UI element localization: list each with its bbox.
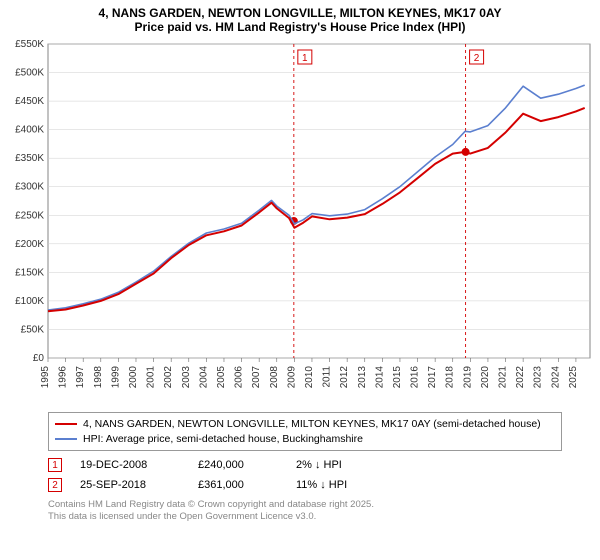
svg-text:2018: 2018 bbox=[445, 366, 456, 389]
transaction-date: 19-DEC-2008 bbox=[80, 459, 180, 471]
svg-text:2016: 2016 bbox=[410, 366, 421, 389]
transaction-table: 1 19-DEC-2008 £240,000 2% ↓ HPI 2 25-SEP-2018… bbox=[48, 455, 562, 495]
svg-text:2014: 2014 bbox=[374, 366, 385, 389]
transaction-marker: 2 bbox=[48, 478, 62, 492]
svg-text:1997: 1997 bbox=[75, 366, 86, 389]
svg-text:2011: 2011 bbox=[322, 366, 333, 388]
svg-text:£150K: £150K bbox=[15, 267, 44, 278]
svg-text:2015: 2015 bbox=[392, 366, 403, 389]
svg-text:£300K: £300K bbox=[15, 182, 44, 193]
chart-container: 4, NANS GARDEN, NEWTON LONGVILLE, MILTON… bbox=[0, 0, 600, 560]
svg-text:2023: 2023 bbox=[533, 366, 544, 389]
svg-text:£100K: £100K bbox=[15, 296, 44, 307]
svg-text:2005: 2005 bbox=[216, 366, 227, 389]
legend-row: HPI: Average price, semi-detached house,… bbox=[55, 432, 555, 447]
svg-text:2013: 2013 bbox=[357, 366, 368, 389]
transaction-price: £361,000 bbox=[198, 479, 278, 491]
transaction-marker: 1 bbox=[48, 458, 62, 472]
svg-text:£0: £0 bbox=[33, 353, 45, 364]
chart-area: £0 £50K £100K £150K £200K £250K £300K £350K £400… bbox=[0, 38, 600, 408]
legend-swatch bbox=[55, 438, 77, 440]
legend-swatch bbox=[55, 423, 77, 425]
svg-text:2004: 2004 bbox=[198, 366, 209, 389]
transaction-date: 25-SEP-2018 bbox=[80, 479, 180, 491]
svg-text:1995: 1995 bbox=[40, 366, 51, 389]
footer-line-2: This data is licensed under the Open Gov… bbox=[48, 511, 562, 523]
svg-text:£450K: £450K bbox=[15, 96, 44, 107]
svg-text:2025: 2025 bbox=[568, 366, 579, 389]
svg-text:£500K: £500K bbox=[15, 68, 44, 79]
svg-text:2006: 2006 bbox=[234, 366, 245, 389]
svg-text:1998: 1998 bbox=[93, 366, 104, 389]
svg-text:2001: 2001 bbox=[146, 366, 157, 389]
svg-text:1: 1 bbox=[302, 53, 308, 64]
svg-text:1996: 1996 bbox=[58, 366, 69, 389]
legend-label: 4, NANS GARDEN, NEWTON LONGVILLE, MILTON… bbox=[83, 417, 541, 432]
svg-text:2008: 2008 bbox=[269, 366, 280, 389]
svg-text:2003: 2003 bbox=[181, 366, 192, 389]
svg-text:2022: 2022 bbox=[515, 366, 526, 389]
svg-text:2002: 2002 bbox=[163, 366, 174, 389]
legend-label: HPI: Average price, semi-detached house,… bbox=[83, 432, 363, 447]
footer-line-1: Contains HM Land Registry data © Crown c… bbox=[48, 499, 562, 511]
line-chart: £0 £50K £100K £150K £200K £250K £300K £350K £400… bbox=[0, 38, 600, 408]
svg-text:2007: 2007 bbox=[251, 366, 262, 389]
svg-text:£350K: £350K bbox=[15, 153, 44, 164]
svg-text:2: 2 bbox=[474, 53, 480, 64]
transaction-diff: 11% ↓ HPI bbox=[296, 479, 562, 491]
svg-text:£550K: £550K bbox=[15, 39, 44, 50]
svg-text:2020: 2020 bbox=[480, 366, 491, 389]
transaction-row: 1 19-DEC-2008 £240,000 2% ↓ HPI bbox=[48, 455, 562, 475]
svg-text:1999: 1999 bbox=[110, 366, 121, 389]
legend: 4, NANS GARDEN, NEWTON LONGVILLE, MILTON… bbox=[48, 412, 562, 451]
svg-text:2024: 2024 bbox=[550, 366, 561, 389]
footer-attribution: Contains HM Land Registry data © Crown c… bbox=[48, 499, 562, 523]
svg-text:£50K: £50K bbox=[21, 324, 45, 335]
transaction-row: 2 25-SEP-2018 £361,000 11% ↓ HPI bbox=[48, 475, 562, 495]
svg-text:2021: 2021 bbox=[498, 366, 509, 389]
legend-row: 4, NANS GARDEN, NEWTON LONGVILLE, MILTON… bbox=[55, 417, 555, 432]
transaction-diff: 2% ↓ HPI bbox=[296, 459, 562, 471]
svg-text:£200K: £200K bbox=[15, 239, 44, 250]
svg-text:2010: 2010 bbox=[304, 366, 315, 389]
svg-text:2012: 2012 bbox=[339, 366, 350, 389]
svg-text:2019: 2019 bbox=[462, 366, 473, 389]
title-line-2: Price paid vs. HM Land Registry's House … bbox=[4, 20, 596, 34]
title-block: 4, NANS GARDEN, NEWTON LONGVILLE, MILTON… bbox=[0, 0, 600, 38]
transaction-price: £240,000 bbox=[198, 459, 278, 471]
svg-text:£250K: £250K bbox=[15, 210, 44, 221]
svg-text:2009: 2009 bbox=[286, 366, 297, 389]
title-line-1: 4, NANS GARDEN, NEWTON LONGVILLE, MILTON… bbox=[4, 6, 596, 20]
svg-text:£400K: £400K bbox=[15, 125, 44, 136]
svg-text:2000: 2000 bbox=[128, 366, 139, 389]
svg-text:2017: 2017 bbox=[427, 366, 438, 389]
